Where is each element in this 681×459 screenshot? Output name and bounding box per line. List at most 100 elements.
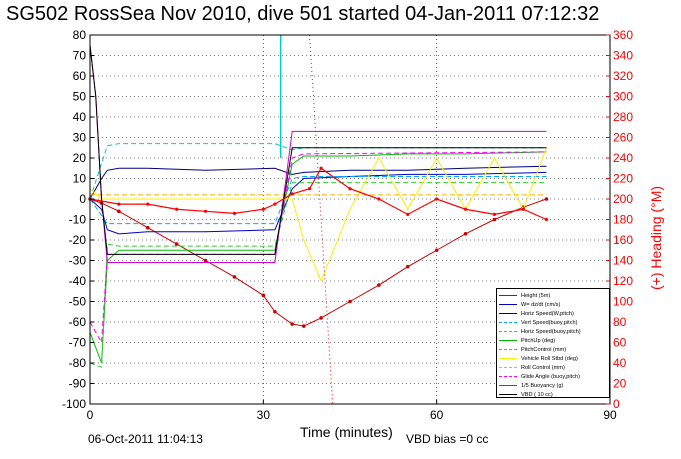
- series-point: [348, 299, 352, 304]
- legend-label: VBD ( 10 cc): [521, 391, 553, 398]
- series-point: [463, 232, 468, 236]
- legend-swatch: [499, 394, 517, 395]
- legend-label: Roll Control (mm): [521, 364, 565, 371]
- legend-label: W= dz/dt (cm/s): [521, 301, 561, 308]
- series-point: [290, 322, 295, 326]
- series-point: [174, 242, 179, 246]
- right-tick-label: 160: [613, 233, 633, 247]
- y-tick-label: 40: [73, 110, 87, 124]
- right-tick-label: 100: [613, 295, 633, 309]
- y-tick-label: -90: [69, 377, 87, 391]
- legend-item: PitchUp (deg): [499, 336, 555, 345]
- right-tick-label: 340: [613, 49, 633, 63]
- series-point: [301, 324, 306, 328]
- series-line-3: [89, 175, 547, 225]
- series-point: [377, 283, 381, 287]
- y-tick-label: -40: [69, 274, 87, 288]
- series-line-7: [89, 147, 547, 283]
- series-line-4: [89, 143, 547, 200]
- right-tick-label: 320: [613, 69, 633, 83]
- chart-legend: Height (5m) W= dz/dt (cm/s) Horiz Speed(W,…: [496, 288, 610, 398]
- right-tick-label: 300: [613, 90, 633, 104]
- heading-spike: [309, 34, 334, 405]
- legend-item: W= dz/dt (cm/s): [499, 300, 560, 309]
- series-point: [273, 309, 277, 314]
- legend-swatch: [499, 358, 517, 359]
- heading-line: [89, 167, 547, 221]
- legend-item: Vert Speed(buoy,pitch): [499, 318, 578, 327]
- series-line-2: [89, 165, 547, 200]
- x-axis-label: Time (minutes): [300, 424, 393, 440]
- right-tick-label: 20: [613, 377, 627, 391]
- y-tick-label: 60: [73, 69, 87, 83]
- footer-vbd-bias: VBD bias =0 cc: [406, 432, 489, 446]
- footer-date: 06-Oct-2011 11:04:13: [88, 432, 203, 446]
- right-tick-label: 60: [613, 336, 627, 350]
- legend-swatch: [499, 295, 517, 296]
- legend-item: Vehicle Roll Stbd (deg): [499, 354, 578, 363]
- legend-item: VBD ( 10 cc): [499, 390, 553, 399]
- chart-title: SG502 RossSea Nov 2010, dive 501 started…: [6, 3, 600, 25]
- legend-swatch: [499, 331, 517, 332]
- legend-label: Glide Angle (buoy,pitch): [521, 373, 580, 380]
- legend-label: PitchControl (mm): [521, 346, 567, 353]
- right-tick-label: 0: [613, 397, 620, 411]
- legend-swatch: [499, 340, 517, 341]
- legend-item: Horiz Speed(W,pitch): [499, 309, 574, 318]
- legend-label: Vert Speed(buoy,pitch): [521, 319, 578, 326]
- legend-label: Height (5m): [521, 292, 551, 299]
- series-point: [434, 248, 439, 253]
- y-tick-label: -50: [69, 295, 87, 309]
- legend-swatch: [499, 349, 517, 350]
- series-line-6: [89, 182, 547, 368]
- right-y-axis-label: (+) Heading (°M): [648, 185, 664, 290]
- legend-swatch: [499, 367, 517, 368]
- x-tick-label: 90: [603, 408, 617, 422]
- right-tick-label: 280: [613, 110, 633, 124]
- y-tick-label: 50: [73, 90, 87, 104]
- series-point: [405, 264, 410, 269]
- series-line-1: [89, 171, 547, 235]
- right-tick-label: 240: [613, 151, 633, 165]
- y-tick-label: 0: [79, 192, 86, 206]
- series-point: [319, 316, 323, 320]
- legend-item: Roll Control (mm): [499, 363, 565, 372]
- legend-swatch: [499, 376, 517, 377]
- right-tick-label: 180: [613, 213, 633, 227]
- legend-item: 1/5 Buoyancy (g): [499, 381, 563, 390]
- legend-item: Height (5m): [499, 291, 550, 300]
- series-point: [492, 217, 497, 222]
- legend-label: Horiz Speed(buoy,pitch): [521, 328, 581, 335]
- y-tick-label: 30: [73, 131, 87, 145]
- series-line-11: [89, 45, 547, 255]
- y-tick-label: -80: [69, 356, 87, 370]
- series-point: [232, 275, 237, 279]
- x-tick-label: 30: [257, 408, 271, 422]
- legend-label: 1/5 Buoyancy (g): [521, 382, 564, 389]
- series-point: [544, 197, 549, 201]
- y-tick-label: -60: [69, 315, 87, 329]
- right-tick-label: 360: [613, 28, 633, 42]
- series-point: [261, 293, 266, 298]
- legend-item: Horiz Speed(buoy,pitch): [499, 327, 581, 336]
- y-tick-label: -100: [62, 397, 86, 411]
- legend-swatch: [499, 322, 517, 323]
- legend-label: Horiz Speed(W,pitch): [521, 310, 574, 317]
- y-tick-label: -10: [69, 213, 87, 227]
- right-tick-label: 260: [613, 131, 633, 145]
- legend-swatch: [499, 313, 517, 314]
- y-tick-label: -20: [69, 233, 87, 247]
- legend-item: Glide Angle (buoy,pitch): [499, 372, 580, 381]
- series-point: [145, 225, 150, 230]
- series-point: [117, 209, 121, 214]
- legend-swatch: [499, 385, 517, 386]
- right-tick-label: 140: [613, 254, 633, 268]
- x-tick-label: 0: [87, 408, 94, 422]
- y-tick-label: 80: [73, 28, 87, 42]
- right-tick-label: 40: [613, 356, 627, 370]
- legend-label: Vehicle Roll Stbd (deg): [521, 355, 578, 362]
- y-tick-label: 70: [73, 49, 87, 63]
- y-tick-label: -30: [69, 254, 87, 268]
